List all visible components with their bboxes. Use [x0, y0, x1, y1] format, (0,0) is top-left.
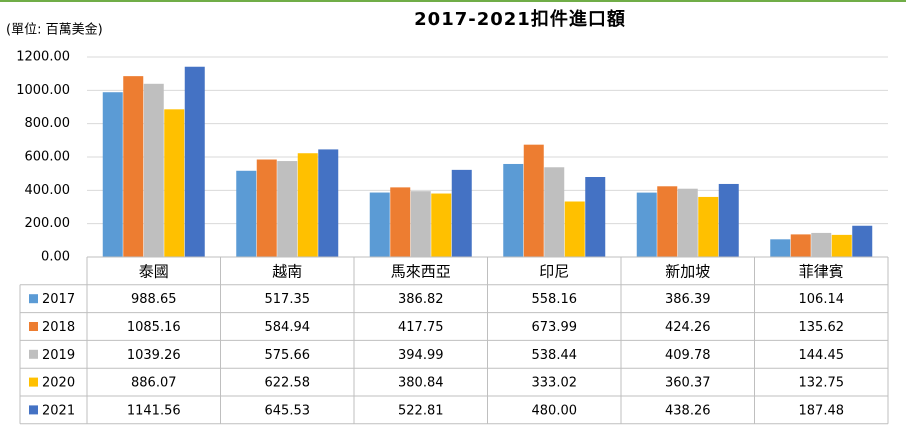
bar	[585, 177, 606, 257]
unit-label: (單位: 百萬美金)	[6, 22, 103, 38]
table-cell: 517.35	[265, 292, 311, 307]
table-cell: 480.00	[532, 403, 578, 418]
x-tick-label: 新加坡	[665, 262, 710, 280]
bar	[770, 239, 791, 257]
bar	[831, 234, 852, 257]
table-cell: 1039.26	[127, 348, 181, 363]
bar	[102, 92, 123, 257]
bar	[318, 149, 339, 257]
y-tick-label: 400.00	[25, 183, 71, 198]
bar	[677, 188, 698, 257]
legend-label: 2020	[42, 376, 75, 391]
table-cell: 988.65	[131, 292, 177, 307]
bar	[698, 196, 719, 257]
y-tick-label: 800.00	[25, 116, 71, 131]
table-cell: 584.94	[265, 320, 311, 335]
table-cell: 417.75	[398, 320, 444, 335]
x-tick-label: 馬來西亞	[391, 262, 451, 280]
bar	[718, 183, 739, 257]
bar	[410, 191, 431, 257]
table-cell: 424.26	[665, 320, 711, 335]
legend-label: 2019	[42, 348, 75, 363]
table-cell: 522.81	[398, 403, 444, 418]
legend-label: 2021	[42, 403, 75, 418]
bar	[143, 83, 164, 257]
chart-title: 2017-2021扣件進口額	[414, 8, 626, 30]
table-cell: 386.82	[398, 292, 444, 307]
bar	[369, 192, 390, 257]
bar	[523, 144, 544, 257]
table-cell: 538.44	[532, 348, 578, 363]
legend-swatch	[29, 294, 38, 304]
legend-swatch	[29, 349, 38, 359]
x-tick-label: 印尼	[539, 262, 569, 280]
table-cell: 106.14	[799, 292, 845, 307]
bar	[451, 169, 472, 257]
table-cell: 575.66	[265, 348, 311, 363]
table-cell: 187.48	[799, 403, 845, 418]
table-cell: 333.02	[532, 376, 578, 391]
bar	[390, 187, 411, 257]
table-cell: 132.75	[799, 376, 845, 391]
bar	[236, 170, 257, 257]
legend-label: 2017	[42, 292, 75, 307]
table-cell: 1141.56	[127, 403, 181, 418]
table-cell: 622.58	[265, 376, 311, 391]
bar	[852, 225, 873, 257]
y-tick-label: 1200.00	[16, 50, 70, 65]
bar	[431, 193, 452, 257]
bar	[657, 186, 678, 257]
table-cell: 409.78	[665, 348, 711, 363]
legend-swatch	[29, 322, 38, 331]
bar	[564, 201, 585, 257]
table-cell: 380.84	[398, 376, 444, 391]
table-cell: 645.53	[265, 403, 311, 418]
legend-swatch	[29, 405, 38, 415]
table-cell: 360.37	[665, 376, 711, 391]
x-tick-label: 菲律賓	[799, 262, 844, 280]
table-cell: 144.45	[799, 348, 845, 363]
bar	[503, 163, 524, 257]
bar	[256, 159, 277, 257]
table-cell: 558.16	[532, 292, 578, 307]
table-cell: 135.62	[799, 320, 845, 335]
table-cell: 386.39	[665, 292, 711, 307]
table-cell: 1085.16	[127, 320, 181, 335]
bar	[297, 153, 318, 257]
table-cell: 673.99	[532, 320, 578, 335]
x-tick-label: 越南	[272, 262, 302, 280]
top-border	[0, 0, 906, 2]
bar	[277, 161, 298, 257]
y-tick-label: 0.00	[41, 250, 70, 265]
bar	[790, 234, 811, 257]
y-tick-label: 600.00	[25, 150, 71, 165]
legend-swatch	[29, 377, 38, 387]
bar	[184, 66, 205, 258]
table-cell: 438.26	[665, 403, 711, 418]
x-tick-label: 泰國	[139, 262, 169, 280]
bar	[164, 109, 185, 258]
y-tick-label: 1000.00	[16, 83, 70, 98]
y-tick-label: 200.00	[25, 216, 71, 231]
legend-label: 2018	[42, 320, 75, 335]
bar	[544, 167, 565, 257]
bar	[811, 232, 832, 257]
bar	[123, 76, 144, 257]
table-cell: 886.07	[131, 376, 177, 391]
table-cell: 394.99	[398, 348, 444, 363]
bar	[636, 192, 657, 257]
